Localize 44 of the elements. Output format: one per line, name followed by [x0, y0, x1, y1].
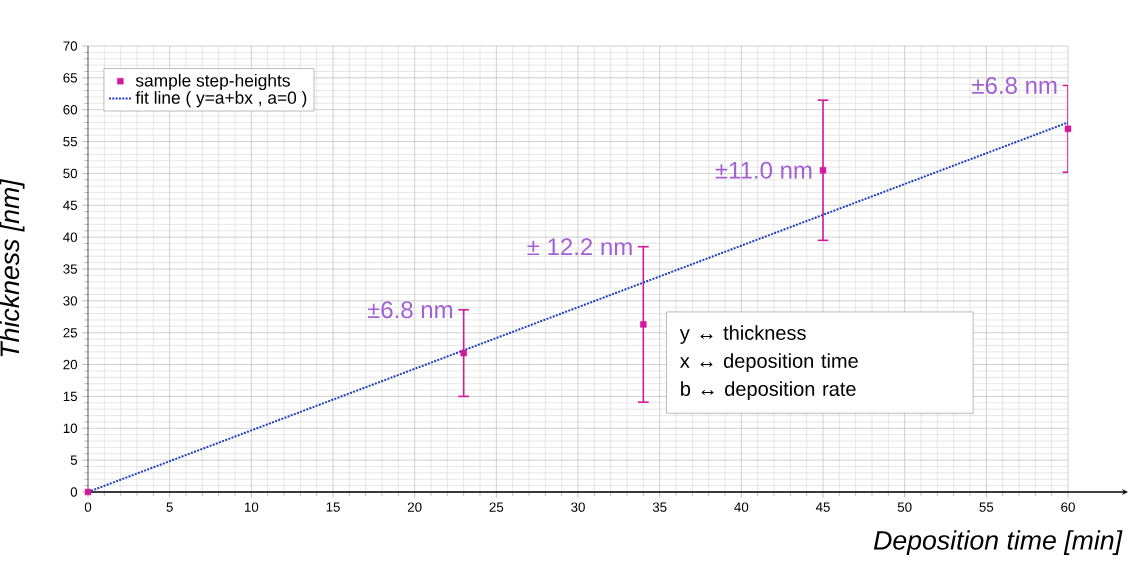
y-tick-label: 35: [63, 264, 78, 274]
x-tick-label: 10: [244, 502, 259, 512]
x-tick-label: 15: [326, 502, 340, 512]
x-tick-label: 5: [166, 502, 173, 512]
annotation: ±6.8 nm: [972, 77, 1057, 94]
y-tick-label: 50: [63, 168, 78, 179]
y-tick-label: 0: [70, 487, 78, 497]
x-tick-label: 25: [489, 502, 504, 512]
point: [460, 349, 467, 357]
x-axis-title: Deposition time [min]: [873, 530, 1123, 556]
annotation: ± 12.2 nm: [527, 238, 632, 256]
y-tick-label: 65: [63, 73, 78, 83]
annotation: ±6.8 nm: [367, 301, 453, 319]
x-tick-label: 55: [979, 502, 994, 512]
y-tick-label: 55: [63, 136, 78, 147]
legend-label: fit line ( y=a+bx , a=0 ): [135, 91, 307, 108]
annotation: y ↔ thickness: [679, 325, 806, 344]
annotation: ±11.0 nm: [715, 161, 812, 179]
x-tick-label: 50: [897, 502, 912, 512]
x-tick-label: 0: [84, 502, 92, 512]
annotation: x ↔ deposition time: [680, 353, 858, 372]
y-tick-label: 70: [63, 41, 78, 51]
y-tick-label: 40: [63, 232, 78, 242]
y-axis-title: Thickness [nm]: [0, 178, 25, 357]
x-tick-label: 35: [652, 502, 667, 512]
y-tick-label: 25: [63, 328, 78, 338]
x-tick-label: 60: [1061, 502, 1075, 512]
legend-label: sample step-heights: [135, 73, 290, 91]
point: [640, 321, 647, 328]
y-tick-label: 30: [63, 296, 78, 306]
y-tick-label: 45: [63, 200, 78, 210]
y-tick-label: 20: [63, 359, 78, 370]
point: [1064, 125, 1072, 133]
y-tick-label: 10: [63, 423, 78, 433]
y-tick-label: 60: [63, 105, 78, 115]
y-tick-label: 15: [63, 391, 78, 402]
y-tick-label: 5: [70, 455, 78, 465]
point: [819, 167, 827, 174]
x-tick-label: 30: [571, 502, 585, 512]
point: [84, 488, 92, 496]
annotation: b ↔ deposition rate: [681, 381, 856, 400]
x-tick-label: 45: [815, 502, 830, 512]
x-tick-label: 20: [407, 502, 422, 512]
x-tick-label: 40: [734, 502, 749, 512]
